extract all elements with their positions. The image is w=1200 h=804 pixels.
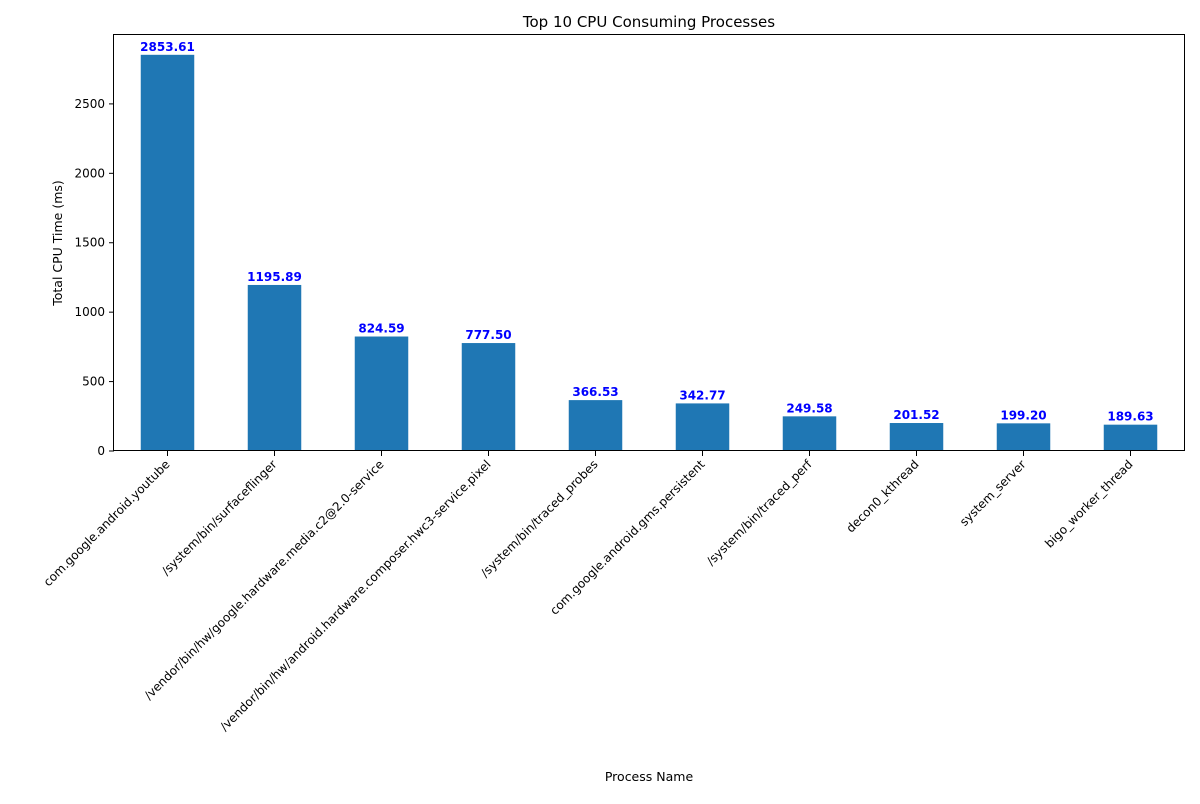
- bar-6: [675, 403, 730, 451]
- y-axis: 0 500 1000 1500 2000 2500: [74, 97, 114, 458]
- bar-4: [461, 343, 516, 451]
- data-label-6: 342.77: [679, 388, 725, 402]
- y-tick-label-4: 1500: [74, 236, 105, 250]
- data-labels-layer: 2853.61 1195.89 824.59 777.50 366.53 342.77 24…: [140, 40, 1153, 424]
- y-axis-label: Total CPU Time (ms): [50, 180, 65, 307]
- bar-3: [354, 336, 409, 451]
- x-tick-label-1: com.google.android.youtube: [41, 457, 173, 589]
- data-label-7: 249.58: [786, 401, 832, 415]
- x-tick-label-3: /vendor/bin/hw/google.hardware.media.c2@…: [141, 457, 386, 702]
- y-tick-label-3: 1000: [74, 305, 105, 319]
- x-tick-label-8: decon0_kthread: [844, 457, 922, 535]
- x-tick-label-4: /vendor/bin/hw/android.hardware.composer…: [217, 457, 493, 733]
- x-tick-label-5: /system/bin/traced_probes: [478, 457, 601, 580]
- bar-7: [782, 416, 837, 451]
- bar-1: [140, 54, 195, 452]
- x-tick-label-2: /system/bin/surfaceflinger: [159, 457, 280, 578]
- x-tick-label-9: system_server: [957, 457, 1029, 529]
- bar-2: [247, 284, 302, 451]
- data-label-2: 1195.89: [247, 270, 302, 284]
- y-tick-label-5: 2000: [74, 166, 105, 180]
- data-label-3: 824.59: [358, 322, 404, 336]
- y-tick-label-1: 0: [97, 444, 105, 458]
- y-tick-label-2: 500: [82, 375, 105, 389]
- bars-layer: [140, 54, 1158, 452]
- data-label-8: 201.52: [893, 408, 939, 422]
- y-tick-label-6: 2500: [74, 97, 105, 111]
- data-label-1: 2853.61: [140, 40, 195, 54]
- bar-9: [996, 423, 1051, 451]
- x-tick-label-10: bigo_worker_thread: [1042, 457, 1135, 550]
- x-axis: com.google.android.youtube/system/bin/su…: [41, 451, 1136, 734]
- x-axis-label: Process Name: [605, 769, 694, 784]
- x-tick-label-7: /system/bin/traced_perf: [704, 457, 815, 568]
- data-label-4: 777.50: [465, 328, 511, 342]
- bar-8: [889, 423, 944, 451]
- bar-10: [1103, 424, 1158, 451]
- data-label-9: 199.20: [1000, 408, 1046, 422]
- data-label-5: 366.53: [572, 385, 618, 399]
- chart-title: Top 10 CPU Consuming Processes: [522, 13, 775, 31]
- plot-frame: [113, 34, 1185, 451]
- bar-5: [568, 400, 623, 451]
- data-label-10: 189.63: [1107, 410, 1153, 424]
